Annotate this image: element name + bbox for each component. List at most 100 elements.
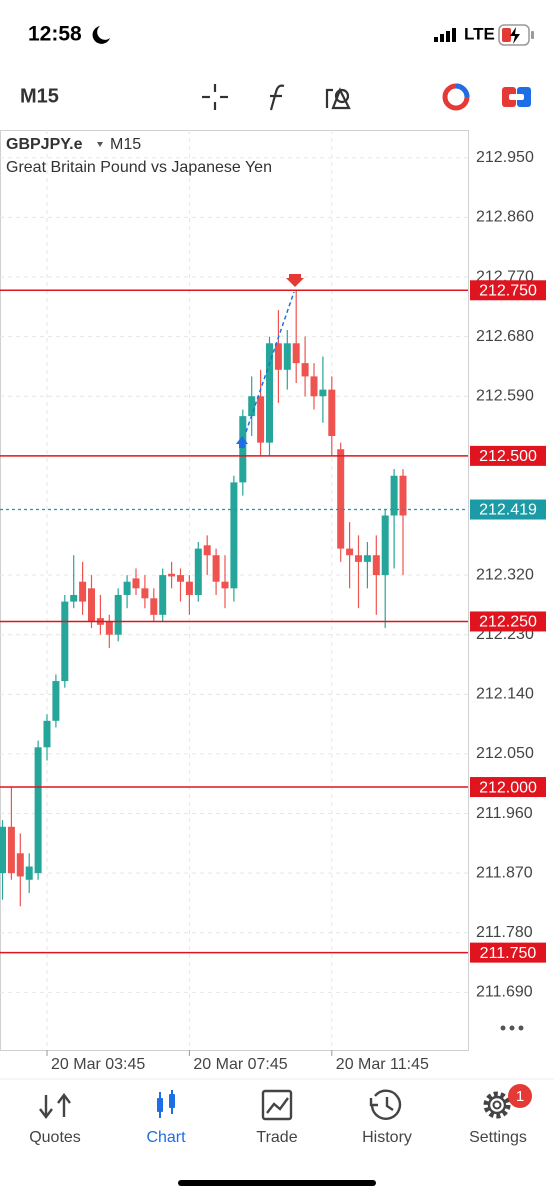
nav-label[interactable]: History [362, 1129, 412, 1146]
candle-body [159, 575, 167, 615]
candle-body [301, 363, 309, 377]
crosshair-icon[interactable] [202, 84, 228, 110]
signal-icon [434, 28, 456, 42]
candle-body [239, 416, 247, 483]
chart-icon[interactable] [157, 1090, 175, 1118]
chart-symbol[interactable]: GBPJPY.e [6, 136, 83, 153]
candle-body [355, 555, 362, 562]
candle-body [274, 343, 282, 370]
candle-body [221, 581, 229, 589]
candle-body [363, 555, 371, 562]
y-tick-label: 211.780 [476, 924, 533, 941]
candle-body [230, 482, 238, 589]
y-tick-label: 212.680 [476, 328, 534, 345]
battery-icon [498, 24, 534, 46]
chart-timeframe: M15 [110, 136, 141, 153]
candle-body [0, 826, 6, 874]
moon-icon [92, 26, 110, 44]
history-icon[interactable] [369, 1089, 402, 1120]
y-tick-label: 212.950 [476, 149, 534, 166]
candle-body [132, 578, 140, 589]
candle-body [390, 475, 398, 516]
candle-body [168, 573, 176, 577]
level-label: 212.500 [479, 448, 537, 465]
candle-body [150, 598, 158, 615]
candle-body [25, 866, 33, 880]
chart: 212.950212.860212.770212.680212.590212.3… [0, 130, 546, 1073]
chart-description: Great Britain Pound vs Japanese Yen [6, 159, 272, 176]
candle-body [319, 389, 327, 397]
candle-body [16, 853, 24, 877]
toolbar-timeframe[interactable]: M15 [20, 85, 59, 107]
nav-label[interactable]: Quotes [29, 1129, 81, 1146]
buy-arrow [236, 436, 248, 448]
candle-body [52, 681, 60, 721]
settings-badge: 1 [516, 1088, 524, 1105]
trade-path [245, 291, 295, 433]
status-time: 12:58 [28, 23, 82, 46]
y-tick-label: 212.320 [476, 566, 534, 583]
symbol-dropdown[interactable] [97, 142, 103, 147]
indicator-icon[interactable] [269, 84, 285, 111]
candle-body [7, 826, 15, 874]
level-label: 212.250 [479, 614, 537, 631]
level-label-box [470, 280, 546, 301]
nav-label[interactable]: Trade [256, 1129, 297, 1146]
quotes-icon[interactable] [39, 1093, 71, 1119]
candle-body [399, 475, 407, 516]
candle-body [194, 548, 202, 595]
sell-arrow [286, 274, 304, 287]
level-label-box [470, 611, 546, 632]
settings-icon[interactable] [483, 1084, 532, 1119]
candle-body [346, 548, 354, 556]
candle-body [61, 601, 69, 682]
bottom-nav: Quotes Chart Trade History Settings [29, 1129, 527, 1146]
candle-body [292, 343, 300, 364]
chart-frame [0, 130, 469, 1051]
candle-body [79, 581, 87, 602]
candle-body [248, 396, 256, 417]
current-price-box [470, 499, 546, 520]
candle-body [283, 343, 291, 370]
x-tick-label: 20 Mar 07:45 [193, 1056, 287, 1073]
y-tick-label: 211.690 [476, 984, 533, 1001]
level-label: 212.750 [479, 283, 537, 300]
y-tick-label: 212.590 [476, 387, 534, 404]
x-tick-label: 20 Mar 03:45 [51, 1056, 145, 1073]
y-tick-label: 212.140 [476, 686, 534, 703]
nav-label[interactable]: Settings [469, 1129, 527, 1146]
trade-nav-icon[interactable] [261, 1089, 293, 1121]
level-label-box [470, 942, 546, 963]
candle-body [177, 575, 184, 582]
candle-body [381, 515, 389, 576]
objects-icon[interactable] [325, 87, 351, 110]
level-label-box [470, 445, 546, 466]
candle-body [203, 545, 211, 556]
candle-body [34, 747, 42, 874]
level-label: 211.750 [480, 945, 537, 962]
trade-icon[interactable] [442, 83, 470, 111]
candle-body [185, 581, 193, 595]
candle-body [372, 555, 380, 576]
candle-body [70, 594, 78, 602]
candle-body [88, 588, 95, 622]
candle-body [266, 343, 273, 443]
network-label: LTE [464, 24, 495, 43]
level-label-box [470, 777, 546, 798]
candle-body [310, 376, 318, 397]
candle-body [328, 389, 336, 437]
candle-body [257, 396, 265, 443]
x-tick-label: 20 Mar 11:45 [336, 1056, 429, 1073]
candle-body [114, 594, 122, 635]
nav-label[interactable]: Chart [146, 1129, 186, 1146]
account-icon[interactable] [502, 87, 531, 107]
more-menu[interactable] [500, 1025, 524, 1031]
candle-body [212, 555, 220, 582]
current-price-label: 212.419 [479, 502, 537, 519]
y-tick-label: 211.870 [476, 864, 533, 881]
level-label: 212.000 [479, 779, 537, 796]
candle-body [105, 621, 113, 635]
candle-body [123, 581, 131, 595]
